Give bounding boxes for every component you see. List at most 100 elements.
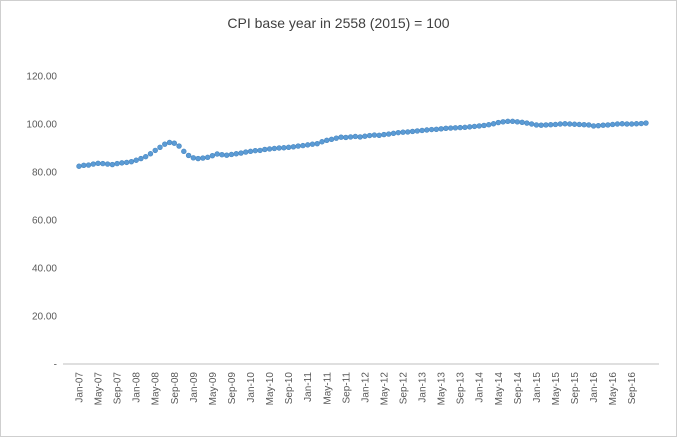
data-point <box>157 144 163 150</box>
x-tick-label: May-09 <box>208 372 219 406</box>
data-point <box>195 155 201 162</box>
data-point <box>133 157 139 163</box>
x-tick-label: Sep-15 <box>570 372 581 405</box>
x-tick-label: Sep-08 <box>170 372 181 405</box>
data-point <box>619 121 625 127</box>
data-point <box>552 121 559 128</box>
data-point <box>438 126 444 132</box>
data-point <box>228 151 235 158</box>
data-point <box>338 134 344 140</box>
data-point <box>352 133 359 140</box>
data-point <box>314 140 320 147</box>
x-tick-label: Sep-07 <box>113 372 124 405</box>
x-tick-label: May-12 <box>379 372 390 406</box>
data-point <box>562 121 568 127</box>
data-point <box>595 122 602 129</box>
data-point <box>343 134 349 141</box>
data-point <box>543 122 549 128</box>
data-point <box>500 119 506 125</box>
y-tick-label: 20.00 <box>32 312 57 323</box>
data-point <box>452 125 459 131</box>
data-point <box>614 121 621 127</box>
data-point <box>419 127 425 134</box>
data-point <box>476 123 482 129</box>
data-point <box>114 160 120 167</box>
x-tick-label: Sep-13 <box>456 372 467 405</box>
data-point <box>271 145 278 152</box>
x-tick-label: Jan-16 <box>589 372 600 403</box>
data-point <box>581 122 587 128</box>
data-point <box>357 134 363 140</box>
x-tick-label: Jan-13 <box>418 372 429 403</box>
data-point <box>181 148 187 155</box>
data-point <box>424 127 430 133</box>
data-point <box>528 121 535 127</box>
data-point <box>590 123 597 129</box>
y-tick-label: 120.00 <box>26 72 57 83</box>
data-point <box>104 161 111 167</box>
data-point <box>85 162 92 168</box>
data-point <box>219 152 225 158</box>
data-point <box>366 132 373 139</box>
x-tick-label: Jan-07 <box>75 372 86 403</box>
data-point <box>447 125 454 131</box>
data-point <box>467 124 473 130</box>
data-point <box>576 121 582 128</box>
data-point <box>519 119 525 126</box>
data-point <box>386 131 392 137</box>
data-point <box>538 122 544 128</box>
data-point <box>224 152 230 158</box>
data-point <box>548 122 554 128</box>
data-point <box>209 152 216 159</box>
y-tick-label: 40.00 <box>32 264 57 275</box>
data-point <box>152 147 158 154</box>
data-point <box>200 155 206 161</box>
data-point <box>204 154 211 161</box>
y-tick-label: - <box>54 360 57 371</box>
x-tick-label: Jan-14 <box>475 372 486 403</box>
data-point <box>471 123 478 130</box>
data-point <box>624 121 630 127</box>
data-point <box>409 128 416 135</box>
data-point <box>290 144 297 150</box>
x-tick-label: Sep-09 <box>227 372 238 405</box>
data-point <box>505 118 511 125</box>
data-point <box>305 142 311 148</box>
data-point <box>162 141 168 147</box>
x-tick-label: Jan-12 <box>360 372 371 403</box>
data-point <box>285 144 292 150</box>
data-point <box>405 129 411 135</box>
x-tick-label: Jan-11 <box>303 372 314 402</box>
data-point <box>414 128 420 134</box>
data-point <box>557 121 563 127</box>
x-tick-label: Sep-11 <box>341 372 352 404</box>
data-point <box>76 163 82 169</box>
data-point <box>371 132 378 138</box>
data-point <box>486 122 492 128</box>
data-point <box>176 143 182 149</box>
data-point <box>495 119 501 126</box>
x-tick-label: May-13 <box>437 372 448 406</box>
data-point <box>571 121 578 127</box>
data-point <box>238 150 244 156</box>
data-point <box>252 147 258 154</box>
data-point <box>433 126 440 132</box>
x-tick-label: Sep-14 <box>513 372 524 405</box>
data-point <box>395 129 401 136</box>
x-tick-label: May-14 <box>494 372 505 406</box>
x-tick-label: Jan-15 <box>532 372 543 403</box>
data-point <box>400 129 406 135</box>
data-point <box>481 122 487 129</box>
data-point <box>462 124 468 131</box>
data-point <box>171 140 177 146</box>
data-point <box>586 122 592 128</box>
data-point <box>262 146 268 153</box>
data-point <box>190 155 197 161</box>
data-point <box>143 153 149 160</box>
data-point <box>638 120 644 127</box>
data-point <box>609 121 616 128</box>
data-point <box>243 149 249 155</box>
data-point <box>514 119 521 125</box>
